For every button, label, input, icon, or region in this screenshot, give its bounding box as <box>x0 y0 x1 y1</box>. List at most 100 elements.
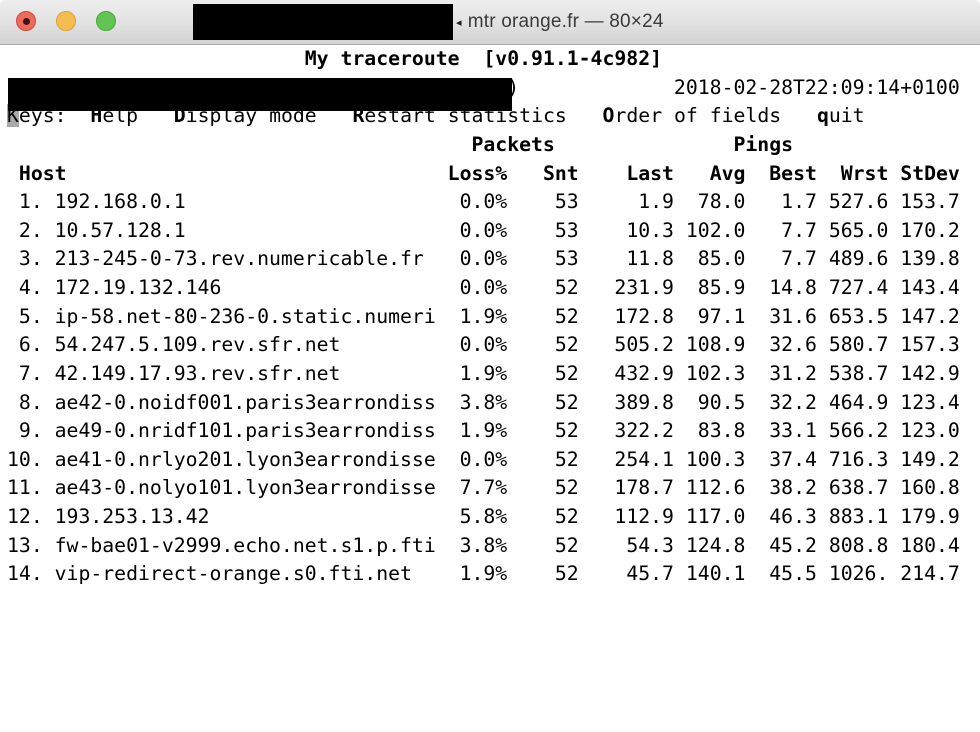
hop-host: 54.247.5.109.rev.sfr.net <box>54 333 436 357</box>
hop-number: 8. <box>7 390 55 414</box>
window-titlebar[interactable]: ◂ mtr orange.fr — 80×24 <box>0 0 980 45</box>
close-button[interactable] <box>16 11 36 31</box>
blank-line <box>0 646 980 675</box>
best-value: 7.7 <box>745 247 817 271</box>
pings-group-header: Pings <box>733 132 794 156</box>
window-title: ◂ mtr orange.fr — 80×24 <box>456 0 664 44</box>
truncation-mark-icon: ◂ <box>456 16 462 29</box>
hotkey-rest: rder of fields <box>614 104 817 128</box>
snt-value: 52 <box>507 533 579 557</box>
hop-host: ip-58.net-80-236-0.static.numeri <box>54 304 436 328</box>
trace-row: 3. 213-245-0-73.rev.numericable.fr 0.0% … <box>0 245 980 274</box>
minimize-button[interactable] <box>56 11 76 31</box>
hop-number: 13. <box>7 533 55 557</box>
stdev-value: 139.8 <box>888 247 960 271</box>
avg-value: 97.1 <box>673 304 746 328</box>
col-host: Host <box>7 161 436 185</box>
best-value: 1.7 <box>745 190 817 214</box>
col-snt: Snt <box>507 161 579 185</box>
last-value: 505.2 <box>578 333 674 357</box>
trace-row: 13. fw-bae01-v2999.echo.net.s1.p.fti 3.8… <box>0 532 980 561</box>
stdev-value: 123.4 <box>888 390 960 414</box>
snt-value: 52 <box>507 276 579 299</box>
hop-host: ae41-0.nrlyo201.lyon3earrondisse <box>54 447 436 471</box>
best-value: 7.7 <box>745 218 817 242</box>
avg-value: 90.5 <box>673 390 746 414</box>
trace-row: 1. 192.168.0.1 0.0% 53 1.9 78.0 1.7 527.… <box>0 188 980 217</box>
best-value: 31.6 <box>745 304 817 328</box>
col-wrst: Wrst <box>816 161 889 185</box>
loss-value: 0.0% <box>435 333 508 357</box>
zoom-button[interactable] <box>96 11 116 31</box>
snt-value: 52 <box>507 390 579 414</box>
blank-line <box>0 675 980 704</box>
stdev-value: 157.3 <box>888 333 960 357</box>
column-header-line: Host Loss% Snt Last Avg Best Wrst StDev <box>0 160 980 189</box>
last-value: 11.8 <box>578 247 674 271</box>
avg-value: 83.8 <box>673 419 746 443</box>
hop-host: 172.19.132.146 <box>54 276 436 299</box>
stdev-value: 214.7 <box>888 562 960 586</box>
group-header-line: Packets Pings <box>0 131 980 160</box>
hop-number: 1. <box>7 190 55 214</box>
col-stdev: StDev <box>888 161 960 185</box>
avg-value: 140.1 <box>673 562 746 586</box>
trace-row: 11. ae43-0.nolyo101.lyon3earrondisse 7.7… <box>0 474 980 503</box>
avg-value: 85.0 <box>673 247 746 271</box>
loss-value: 3.8% <box>435 533 508 557</box>
best-value: 14.8 <box>745 276 817 299</box>
best-value: 32.2 <box>745 390 817 414</box>
hotkey-D: D <box>173 104 186 128</box>
hop-host: ae49-0.nridf101.paris3earrondiss <box>54 419 436 443</box>
stdev-value: 143.4 <box>888 276 960 299</box>
loss-value: 5.8% <box>435 505 508 528</box>
wrst-value: 565.0 <box>816 218 889 242</box>
edited-indicator-dot <box>22 17 30 25</box>
trace-row: 14. vip-redirect-orange.s0.fti.net 1.9% … <box>0 560 980 589</box>
trace-row: 9. ae49-0.nridf101.paris3earrondiss 1.9%… <box>0 417 980 446</box>
stdev-value: 180.4 <box>888 533 960 557</box>
stdev-value: 123.0 <box>888 419 960 443</box>
avg-value: 112.6 <box>673 476 746 500</box>
trace-row: 5. ip-58.net-80-236-0.static.numeri 1.9%… <box>0 303 980 332</box>
last-value: 178.7 <box>578 476 674 500</box>
loss-value: 0.0% <box>435 247 508 271</box>
loss-value: 1.9% <box>435 304 508 328</box>
hop-number: 4. <box>7 276 55 299</box>
blank-line <box>0 618 980 647</box>
last-value: 432.9 <box>578 361 674 385</box>
wrst-value: 727.4 <box>816 276 889 299</box>
hop-host: ae43-0.nolyo101.lyon3earrondisse <box>54 476 436 500</box>
wrst-value: 716.3 <box>816 447 889 471</box>
blank-line <box>0 589 980 618</box>
hotkey-rest: uit <box>828 104 865 128</box>
hotkey-O: O <box>602 104 615 128</box>
last-value: 254.1 <box>578 447 674 471</box>
mtr-title: My traceroute [v0.91.1-4c982] <box>304 47 663 70</box>
stdev-value: 170.2 <box>888 218 960 242</box>
avg-value: 117.0 <box>673 505 746 528</box>
loss-value: 7.7% <box>435 476 508 500</box>
hop-host: fw-bae01-v2999.echo.net.s1.p.fti <box>54 533 436 557</box>
hop-host: 213-245-0-73.rev.numericable.fr <box>54 247 436 271</box>
avg-value: 100.3 <box>673 447 746 471</box>
hop-number: 5. <box>7 304 55 328</box>
loss-value: 0.0% <box>435 447 508 471</box>
best-value: 31.2 <box>745 361 817 385</box>
hop-host: 192.168.0.1 <box>54 190 436 214</box>
wrst-value: 538.7 <box>816 361 889 385</box>
hop-number: 14. <box>7 562 55 586</box>
stdev-value: 142.9 <box>888 361 960 385</box>
packets-group-header: Packets <box>471 132 555 156</box>
hotkey-R: R <box>352 104 365 128</box>
loss-value: 3.8% <box>435 390 508 414</box>
redacted-host-paren: ) <box>507 75 520 99</box>
snt-value: 52 <box>507 333 579 357</box>
timestamp: 2018-02-28T22:09:14+0100 <box>519 75 960 99</box>
best-value: 32.6 <box>745 333 817 357</box>
hop-number: 12. <box>7 505 55 528</box>
best-value: 37.4 <box>745 447 817 471</box>
hop-host: 10.57.128.1 <box>54 218 436 242</box>
stdev-value: 147.2 <box>888 304 960 328</box>
terminal-screen[interactable]: My traceroute [v0.91.1-4c982] ) 2018-02-… <box>0 45 980 732</box>
